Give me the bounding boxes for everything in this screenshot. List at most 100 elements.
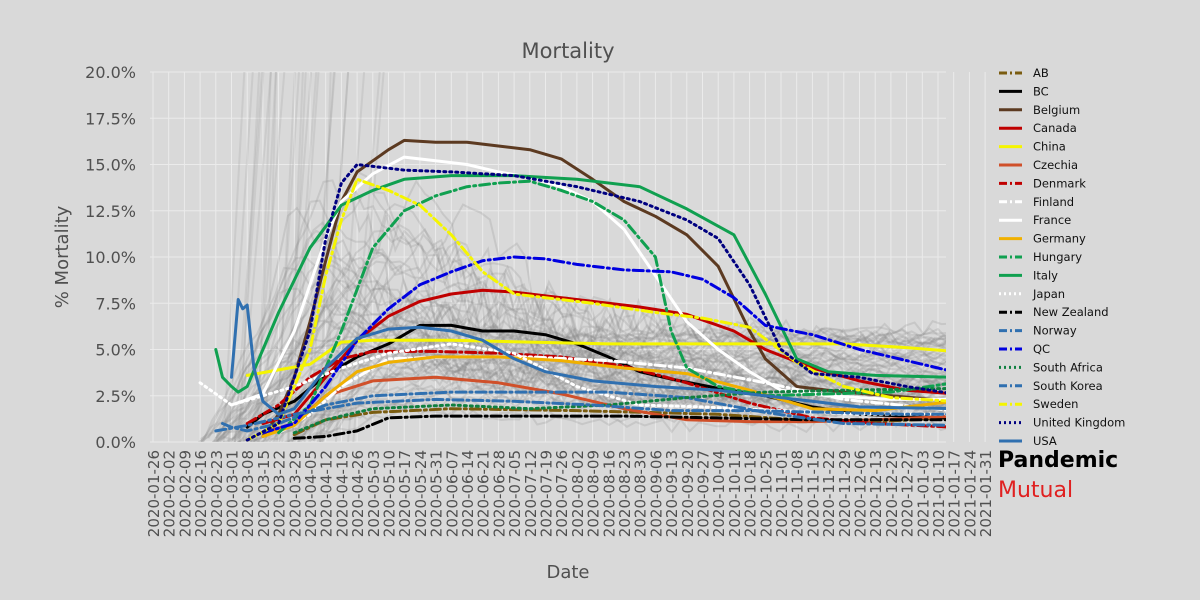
- x-tick-label: 2020-11-08: [789, 450, 807, 537]
- legend-label: Finland: [1033, 195, 1074, 209]
- x-tick-label: 2020-01-26: [145, 450, 163, 537]
- x-tick-label: 2020-07-12: [522, 450, 540, 537]
- background-trace: [219, 287, 946, 439]
- legend-label: Japan: [1032, 287, 1065, 301]
- background-trace: [288, 336, 946, 442]
- series-line-finland: [277, 355, 946, 435]
- legend-label: BC: [1033, 84, 1049, 98]
- x-tick-label: 2020-07-05: [506, 450, 524, 537]
- background-trace: [246, 248, 946, 442]
- x-tick-label: 2020-06-07: [443, 450, 461, 537]
- legend-label: USA: [1033, 434, 1057, 448]
- x-tick-label: 2020-02-02: [161, 450, 179, 537]
- x-tick-label: 2020-03-29: [286, 450, 304, 537]
- y-tick-label: 2.5%: [95, 387, 136, 406]
- legend-label: AB: [1033, 66, 1049, 80]
- series-line-usa: [230, 298, 946, 416]
- x-tick-label: 2020-12-13: [867, 450, 885, 537]
- legend-label: Italy: [1033, 268, 1058, 282]
- legend-label: France: [1033, 213, 1071, 227]
- background-trace: [236, 72, 265, 442]
- y-tick-label: 15.0%: [85, 156, 136, 175]
- background-trace: [264, 72, 278, 442]
- x-tick-label: 2020-03-08: [239, 450, 257, 537]
- y-tick-label: 0.0%: [95, 433, 136, 452]
- x-tick-label: 2020-09-20: [679, 450, 697, 537]
- background-trace: [276, 72, 296, 442]
- legend-label: Sweden: [1033, 397, 1078, 411]
- x-tick-label: 2020-06-28: [490, 450, 508, 537]
- legend-label: Norway: [1033, 324, 1077, 338]
- series-line-denmark: [245, 349, 946, 429]
- legend-label: South Korea: [1033, 379, 1103, 393]
- y-tick-labels: 0.0% 2.5% 5.0% 7.5% 10.0% 12.5% 15.0% 17.5% 20.0…: [85, 63, 136, 452]
- x-tick-label: 2020-08-02: [569, 450, 587, 537]
- background-trace: [246, 199, 946, 442]
- legend-label: New Zealand: [1033, 305, 1109, 319]
- x-tick-label: 2020-06-21: [475, 450, 493, 537]
- series-line-united-kingdom: [245, 163, 946, 442]
- background-trace: [237, 253, 946, 440]
- x-tick-label: 2020-10-04: [710, 450, 728, 537]
- x-tick-label: 2020-05-03: [365, 450, 383, 537]
- x-tick-label: 2020-04-19: [333, 450, 351, 537]
- background-trace: [246, 187, 946, 442]
- x-tick-label: 2020-10-18: [742, 450, 760, 537]
- x-tick-label: 2020-12-06: [852, 450, 870, 537]
- x-tick-label: 2020-03-01: [224, 450, 242, 537]
- x-tick-label: 2020-02-09: [176, 450, 194, 537]
- series-line-new-zealand: [292, 414, 946, 440]
- background-trace: [238, 229, 946, 442]
- background-trace: [318, 203, 946, 442]
- background-trace: [244, 385, 946, 442]
- y-tick-label: 10.0%: [85, 248, 136, 267]
- background-trace: [347, 72, 381, 442]
- x-tick-label: 2020-12-27: [899, 450, 917, 537]
- x-tick-label: 2020-04-26: [349, 450, 367, 537]
- x-tick-label: 2020-02-16: [192, 450, 210, 537]
- x-tick-label: 2020-03-15: [255, 450, 273, 537]
- x-tick-label: 2020-10-11: [726, 450, 744, 537]
- legend-label: Czechia: [1033, 158, 1078, 172]
- x-tick-label: 2020-12-20: [883, 450, 901, 537]
- background-trace: [281, 72, 313, 442]
- background-trace: [214, 255, 946, 441]
- x-tick-label: 2020-08-16: [600, 450, 618, 537]
- background-trace: [233, 345, 946, 442]
- brand-mutual: Mutual: [998, 478, 1074, 503]
- x-tick-label: 2020-11-01: [773, 450, 791, 537]
- series-line-south-korea: [214, 397, 946, 433]
- background-trace: [253, 72, 286, 442]
- x-tick-label: 2020-09-27: [695, 450, 713, 537]
- series-line-italy: [214, 174, 946, 394]
- x-tick-label: 2020-05-31: [428, 450, 446, 537]
- y-tick-label: 20.0%: [85, 63, 136, 82]
- x-tick-label: 2020-08-09: [585, 450, 603, 537]
- x-tick-label: 2020-08-30: [632, 450, 650, 537]
- background-trace: [215, 250, 946, 442]
- background-trace: [256, 72, 272, 442]
- x-tick-label: 2020-03-22: [271, 450, 289, 537]
- background-trace: [200, 310, 946, 440]
- legend-label: Germany: [1033, 232, 1086, 246]
- background-trace: [257, 170, 946, 442]
- brand-pandemic: Pandemic: [998, 448, 1119, 473]
- series-line-qc: [261, 255, 946, 435]
- x-tick-label: 2020-07-19: [538, 450, 556, 537]
- x-tick-label: 2021-01-17: [946, 450, 964, 537]
- x-tick-label: 2020-06-14: [459, 450, 477, 537]
- x-axis-label: Date: [546, 562, 589, 583]
- x-tick-label: 2020-11-29: [836, 450, 854, 537]
- background-trace: [238, 327, 946, 442]
- background-trace: [233, 206, 946, 442]
- x-tick-label: 2021-01-31: [977, 450, 995, 537]
- y-tick-label: 17.5%: [85, 109, 136, 128]
- series-lines: [198, 138, 946, 442]
- background-trace: [213, 398, 946, 442]
- series-line-norway: [221, 390, 946, 433]
- background-trace: [308, 72, 335, 442]
- legend-label: Canada: [1033, 121, 1077, 135]
- series-line-south-africa: [292, 387, 946, 435]
- background-trace: [233, 72, 263, 442]
- background-trace: [334, 72, 366, 442]
